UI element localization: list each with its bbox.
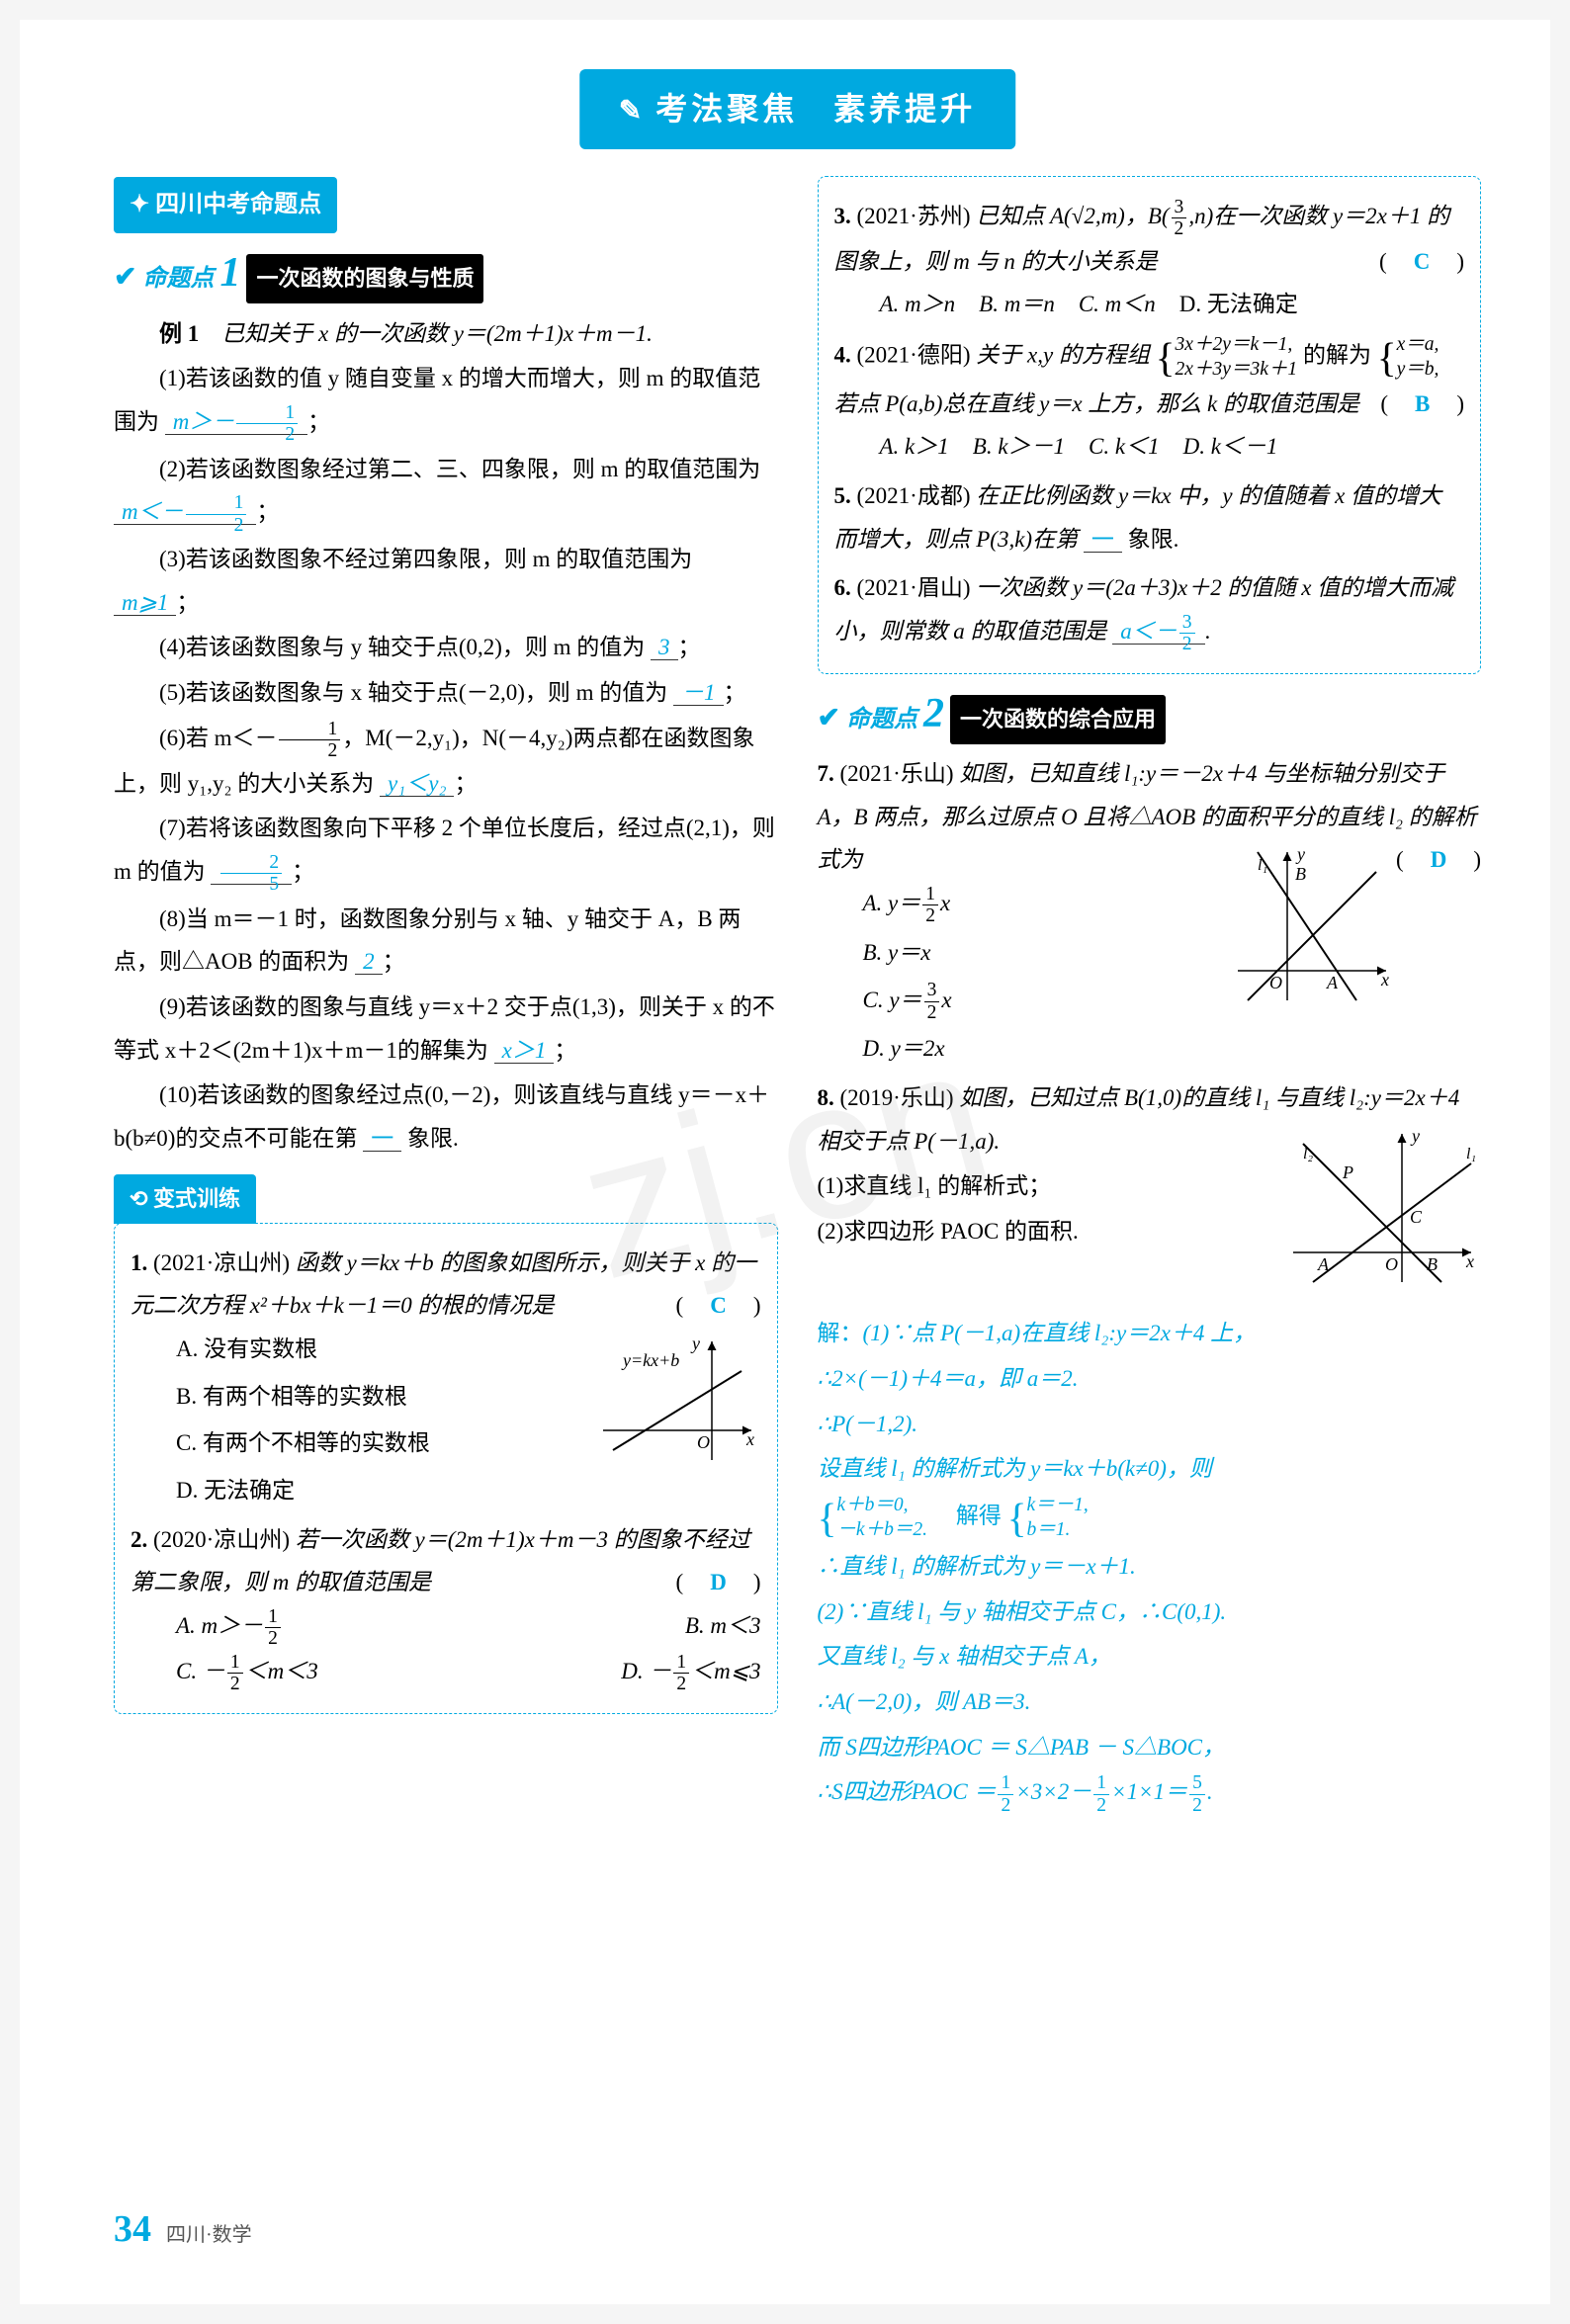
ex1-q1-answer: m＞－12 [165,409,307,435]
svg-text:B: B [1295,864,1306,884]
q8-figure: x y O A B P C l₁ l₂ [1283,1124,1481,1307]
check-icon: ✔ [114,251,136,303]
question-7: 7. (2021·乐山) 如图，已知直线 l₁:y＝－2x＋4 与坐标轴分别交于… [818,752,1482,1071]
svg-text:O: O [1385,1254,1398,1274]
ex1-q2: (2)若该函数图象经过第二、三、四象限，则 m 的取值范围为 m＜－12； [114,448,778,536]
footer-label: 四川·数学 [166,2224,252,2246]
ex1-q7-answer: 25 [211,859,292,885]
svg-text:l₁: l₁ [1258,857,1267,874]
page-number: 34 [114,2208,151,2250]
svg-text:P: P [1342,1162,1353,1182]
variant-2: 2. (2020·凉山州) 若一次函数 y＝(2m＋1)x＋m－3 的图象不经过… [131,1518,761,1695]
q6-answer: a＜－32 [1112,619,1204,645]
example-stem: 例 1 已知关于 x 的一次函数 y＝(2m＋1)x＋m－1. [114,312,778,356]
svg-text:x: x [1465,1251,1474,1271]
ex1-q6-answer: y₁＜y₂ [380,771,454,797]
svg-text:O: O [1269,973,1282,992]
ex1-q5: (5)若该函数图象与 x 轴交于点(－2,0)，则 m 的值为 －1； [114,671,778,715]
ex1-q6: (6)若 m＜－12，M(－2,y₁)，N(－4,y₂)两点都在函数图象上，则 … [114,717,778,805]
v2-options: A. m＞－12 B. m＜3 [131,1604,761,1650]
svg-text:O: O [697,1432,710,1452]
q3-answer: C [1410,249,1435,274]
q5-answer: 一 [1084,527,1122,553]
variant-box: 1. (2021·凉山州) 函数 y＝kx＋b 的图象如图所示，则关于 x 的一… [114,1223,778,1714]
left-column: 四川中考命题点 ✔ 命题点 1 一次函数的图象与性质 例 1 已知关于 x 的一… [114,177,778,1822]
ex1-q2-answer: m＜－12 [114,499,256,525]
q7-options: A. y＝12x B. y＝x C. y＝32x D. y＝2x [818,882,1219,1071]
q3-options: A. m＞n B. m＝n C. m＜n D. 无法确定 [834,283,1465,326]
ex1-q10-answer: 一 [363,1126,401,1152]
page: zj.cn 考法聚焦 素养提升 四川中考命题点 ✔ 命题点 1 一次函数的图象与… [20,20,1550,2304]
svg-text:y: y [690,1334,700,1353]
svg-text:y: y [1295,844,1305,864]
svg-text:C: C [1410,1207,1423,1227]
svg-text:B: B [1427,1254,1438,1274]
topic-label: 命题点 [846,698,917,743]
svg-text:l₂: l₂ [1303,1146,1313,1162]
page-banner: 考法聚焦 素养提升 [579,69,1015,149]
v2-options-2: C. －12＜m＜3 D. －12＜m⩽3 [131,1650,761,1695]
v1-figure: y=kx+b x y O [593,1332,761,1485]
ex1-q4-answer: 3 [651,635,678,660]
q7-answer: D [1427,847,1451,872]
page-footer: 34 四川·数学 [114,2194,252,2265]
q4-answer: B [1411,391,1434,416]
content-columns: 四川中考命题点 ✔ 命题点 1 一次函数的图象与性质 例 1 已知关于 x 的一… [114,177,1481,1822]
q7-figure: x y O A B l₁ [1228,842,1396,1025]
ex1-q7: (7)若将该函数图象向下平移 2 个单位长度后，经过点(2,1)，则 m 的值为… [114,807,778,895]
topic-label: 命题点 [142,257,214,302]
section-label: 四川中考命题点 [114,177,337,234]
question-4: 4. (2021·德阳) 关于 x,y 的方程组 {3x＋2y＝k－1,2x＋3… [834,332,1465,469]
svg-text:A: A [1317,1254,1330,1274]
ex1-q8-answer: 2 [355,949,383,975]
ex1-q3: (3)若该函数图象不经过第四象限，则 m 的取值范围为 m⩾1； [114,538,778,624]
ex1-q10: (10)若该函数的图象经过点(0,－2)，则该直线与直线 y＝－x＋b(b≠0)… [114,1074,778,1160]
ex1-q9-answer: x＞1 [494,1038,555,1064]
ex1-q5-answer: －1 [673,680,724,706]
ex1-q1: (1)若该函数的值 y 随自变量 x 的增大而增大，则 m 的取值范围为 m＞－… [114,357,778,445]
ex1-q9: (9)若该函数的图象与直线 y＝x＋2 交于点(1,3)，则关于 x 的不等式 … [114,986,778,1072]
topic-header-1: ✔ 命题点 1 一次函数的图象与性质 [114,251,778,303]
question-6: 6. (2021·眉山) 一次函数 y＝(2a＋3)x＋2 的值随 x 值的增大… [834,566,1465,654]
svg-text:y: y [1410,1126,1420,1146]
question-5: 5. (2021·成都) 在正比例函数 y＝kx 中，y 的值随着 x 值的增大… [834,474,1465,560]
variant-1: 1. (2021·凉山州) 函数 y＝kx＋b 的图象如图所示，则关于 x 的一… [131,1242,761,1512]
svg-text:x: x [1380,970,1389,990]
topic-title: 一次函数的综合应用 [950,695,1166,744]
variant-label: 变式训练 [114,1174,256,1224]
v1-answer: C [706,1293,731,1318]
check-icon: ✔ [818,692,840,744]
topic-number: 1 [219,252,240,294]
example-head: 例 1 [159,321,199,346]
topic-number: 2 [923,693,944,734]
v2-answer: D [706,1570,731,1594]
svg-text:x: x [745,1429,754,1449]
ex1-q3-answer: m⩾1 [114,590,176,616]
topic-title: 一次函数的图象与性质 [246,254,483,303]
question-8: 8. (2019·乐山) 如图，已知过点 B(1,0)的直线 l₁ 与直线 l₂… [818,1076,1482,1816]
q4-options: A. k＞1 B. k＞－1 C. k＜1 D. k＜－1 [834,425,1465,469]
ex1-q8: (8)当 m＝－1 时，函数图象分别与 x 轴、y 轴交于 A，B 两点，则△A… [114,898,778,984]
question-3: 3. (2021·苏州) 已知点 A(√2,m)，B(32,n)在一次函数 y＝… [834,195,1465,326]
q8-solution: 解：(1)∵点 P(－1,a)在直线 l₂:y＝2x＋4 上， ∴2×(－1)＋… [818,1312,1482,1816]
ex1-q4: (4)若该函数图象与 y 轴交于点(0,2)，则 m 的值为 3； [114,626,778,669]
svg-text:l₁: l₁ [1466,1146,1476,1162]
svg-text:A: A [1326,973,1339,992]
topic-header-2: ✔ 命题点 2 一次函数的综合应用 [818,692,1482,744]
right-column: 3. (2021·苏州) 已知点 A(√2,m)，B(32,n)在一次函数 y＝… [818,177,1482,1822]
svg-text:y=kx+b: y=kx+b [621,1350,679,1370]
v1-options: A. 没有实数根 B. 有两个相等的实数根 C. 有两个不相等的实数根 D. 无… [131,1328,583,1512]
right-box-1: 3. (2021·苏州) 已知点 A(√2,m)，B(32,n)在一次函数 y＝… [818,176,1482,674]
